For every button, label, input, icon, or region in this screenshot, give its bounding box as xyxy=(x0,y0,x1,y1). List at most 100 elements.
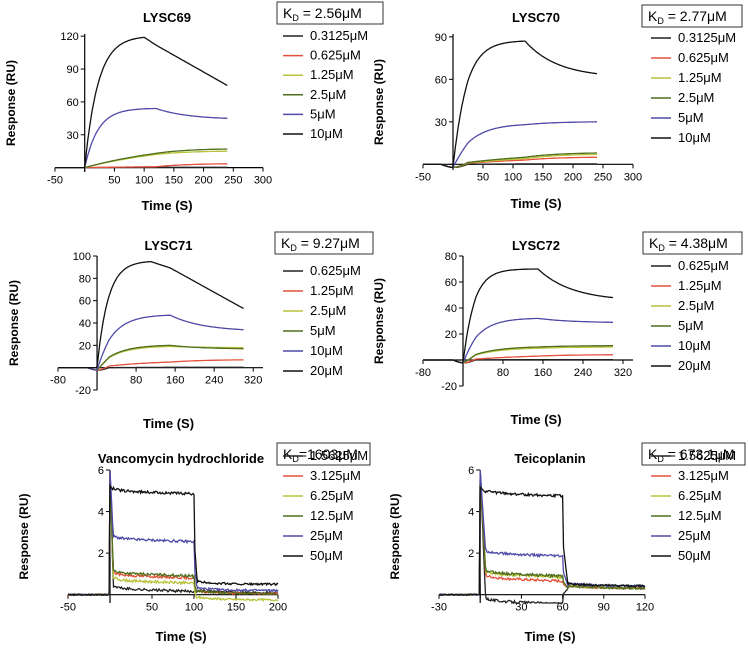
x-tick-label: 30 xyxy=(515,602,527,614)
y-tick-label: 120 xyxy=(60,31,78,43)
kd-box xyxy=(276,1,384,25)
y-tick-label: 2 xyxy=(98,548,104,560)
legend-label: 12.5μM xyxy=(678,508,722,523)
chart-title: Teicoplanin xyxy=(514,451,585,466)
x-tick-label: 150 xyxy=(165,175,183,187)
kd-label: KD = 9.27μM xyxy=(281,235,360,253)
x-tick-label: 150 xyxy=(534,171,552,183)
chart-title: LYSC72 xyxy=(512,238,560,253)
y-tick-label: 60 xyxy=(66,97,78,109)
chart-panel-3: LYSC71 KD = 9.27μM -80 80 160 240 320 -20 20 40 60… xyxy=(7,231,374,431)
legend-label: 1.25μM xyxy=(678,278,722,293)
y-axis-label: Response (RU) xyxy=(388,493,402,579)
chart-panel-2: LYSC70 KD = 2.77μM -50 50 100 150 200 250 300 30 6… xyxy=(372,4,743,211)
y-tick-label: 6 xyxy=(468,465,474,477)
x-tick-label: 100 xyxy=(135,175,153,187)
y-tick-label: 80 xyxy=(445,251,457,263)
legend-label: 2.5μM xyxy=(310,303,346,318)
legend-label: 0.3125μM xyxy=(310,28,368,43)
x-tick-label: -80 xyxy=(50,375,66,387)
chart-panel-6: Teicoplanin KD = 673.1μM -30 30 60 90 120 2 4 6 Ti… xyxy=(388,442,746,644)
series-line xyxy=(67,469,279,603)
legend-label: 0.3125μM xyxy=(678,30,736,45)
legend-label: 25μM xyxy=(678,528,711,543)
kd-label: KD=1603μM xyxy=(283,446,358,464)
y-axis-label: Response (RU) xyxy=(17,493,31,579)
legend-label: 10μM xyxy=(310,343,343,358)
y-tick-label: 40 xyxy=(79,318,91,330)
x-tick-label: 240 xyxy=(205,375,223,387)
x-tick-label: -80 xyxy=(415,367,431,379)
x-tick-label: 90 xyxy=(598,602,610,614)
x-tick-label: 250 xyxy=(594,171,612,183)
y-tick-label: 60 xyxy=(79,296,91,308)
x-tick-label: -50 xyxy=(415,171,431,183)
x-axis-label: Time (S) xyxy=(141,198,192,213)
y-tick-label: 2 xyxy=(468,548,474,560)
legend-label: 3.125μM xyxy=(678,468,729,483)
legend-label: 25μM xyxy=(310,528,343,543)
x-tick-label: 300 xyxy=(624,171,642,183)
legend-label: 6.25μM xyxy=(310,488,354,503)
x-tick-label: 200 xyxy=(564,171,582,183)
kd-box xyxy=(274,231,374,255)
chart-title: Vancomycin hydrochloride xyxy=(98,451,264,466)
x-axis-label: Time (S) xyxy=(510,196,561,211)
kd-box xyxy=(641,442,746,466)
legend-label: 2.5μM xyxy=(310,87,346,102)
y-tick-label: 20 xyxy=(445,329,457,341)
y-tick-label: -20 xyxy=(441,381,457,393)
x-axis-label: Time (S) xyxy=(524,629,575,644)
chart-title: LYSC69 xyxy=(143,10,191,25)
chart-title: LYSC71 xyxy=(145,238,193,253)
legend-label: 12.5μM xyxy=(310,508,354,523)
legend-label: 10μM xyxy=(678,338,711,353)
legend-label: 6.25μM xyxy=(678,488,722,503)
y-tick-label: 20 xyxy=(79,340,91,352)
y-axis-label: Response (RU) xyxy=(372,278,386,364)
legend-label: 0.625μM xyxy=(310,263,361,278)
kd-label: KD = 2.56μM xyxy=(283,5,362,23)
x-tick-label: 240 xyxy=(574,367,592,379)
x-tick-label: 160 xyxy=(166,375,184,387)
x-tick-label: -30 xyxy=(431,602,447,614)
y-tick-label: 40 xyxy=(445,303,457,315)
x-tick-label: 50 xyxy=(146,602,158,614)
legend-label: 10μM xyxy=(310,126,343,141)
x-axis-label: Time (S) xyxy=(143,416,194,431)
y-tick-label: 90 xyxy=(66,64,78,76)
legend-label: 20μM xyxy=(678,358,711,373)
legend-label: 2.5μM xyxy=(678,298,714,313)
x-tick-label: 300 xyxy=(254,175,272,187)
y-tick-label: 6 xyxy=(98,465,104,477)
series-line xyxy=(58,359,244,371)
legend-label: 1.25μM xyxy=(310,67,354,82)
kd-label: KD = 4.38μM xyxy=(649,235,728,253)
x-axis-label: Time (S) xyxy=(510,412,561,427)
y-tick-label: 4 xyxy=(98,507,104,519)
x-tick-label: 200 xyxy=(269,602,287,614)
legend-label: 1.5625μM xyxy=(310,448,368,463)
y-axis-label: Response (RU) xyxy=(4,60,18,146)
chart-title: LYSC70 xyxy=(512,10,560,25)
legend-label: 2.5μM xyxy=(678,90,714,105)
x-tick-label: 60 xyxy=(556,602,568,614)
kd-box xyxy=(641,4,743,28)
series-line xyxy=(438,469,646,597)
legend-label: 50μM xyxy=(310,548,343,563)
kd-box xyxy=(276,442,371,466)
legend-label: 5μM xyxy=(678,318,704,333)
legend-label: 0.625μM xyxy=(310,48,361,63)
legend-label: 1.5625μM xyxy=(678,448,736,463)
x-tick-label: 320 xyxy=(244,375,262,387)
kd-label: KD = 2.77μM xyxy=(648,8,727,26)
y-tick-label: 80 xyxy=(79,273,91,285)
legend-label: 1.25μM xyxy=(678,70,722,85)
x-tick-label: 320 xyxy=(614,367,632,379)
y-tick-label: -20 xyxy=(75,385,91,397)
x-tick-label: -50 xyxy=(47,175,63,187)
series-line xyxy=(423,40,598,169)
legend-label: 0.625μM xyxy=(678,258,729,273)
legend-label: 10μM xyxy=(678,130,711,145)
